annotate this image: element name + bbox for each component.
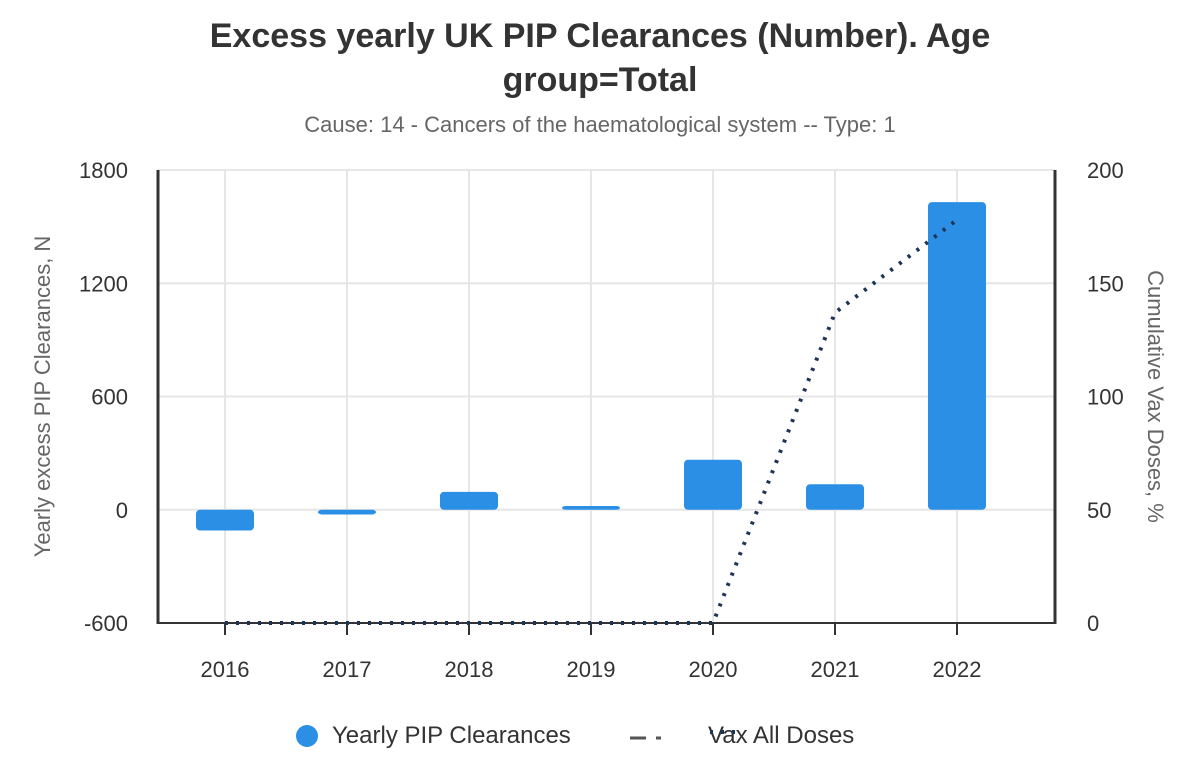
y2-axis-title: Cumulative Vax Doses, % <box>1143 270 1168 523</box>
legend-dotted-line-icon <box>708 722 744 742</box>
x-tick-label: 2019 <box>567 657 616 682</box>
y2-tick-label: 100 <box>1087 385 1124 410</box>
y2-tick-label: 0 <box>1087 611 1099 636</box>
legend-item-pip[interactable]: Yearly PIP Clearances <box>296 722 571 750</box>
x-tick-label: 2020 <box>689 657 738 682</box>
bar-2019 <box>562 506 620 510</box>
y2-tick-label: 200 <box>1087 158 1124 183</box>
grid-lines <box>158 170 1055 623</box>
bar-2016 <box>196 510 254 531</box>
legend-item-vax[interactable]: Vax All Doses <box>708 722 854 750</box>
y-axis-title: Yearly excess PIP Clearances, N <box>30 236 55 558</box>
x-tick-label: 2018 <box>445 657 494 682</box>
y-tick-label: -600 <box>84 611 128 636</box>
axis-labels: 1800 1200 600 0 -600 200 150 100 50 0 2016 2017 2018… <box>30 158 1168 682</box>
bar-2021 <box>806 484 864 509</box>
y-tick-label: 600 <box>91 385 128 410</box>
y-tick-label: 0 <box>116 498 128 523</box>
x-tick-label: 2022 <box>933 657 982 682</box>
y-tick-label: 1200 <box>79 271 128 296</box>
axes <box>158 170 1055 635</box>
bar-2020 <box>684 460 742 510</box>
bar-2017 <box>318 510 376 515</box>
y-tick-label: 1800 <box>79 158 128 183</box>
y2-tick-label: 150 <box>1087 271 1124 296</box>
x-tick-label: 2016 <box>201 657 250 682</box>
x-tick-label: 2017 <box>323 657 372 682</box>
x-tick-label: 2021 <box>811 657 860 682</box>
legend: Yearly PIP Clearances Vax All Doses <box>0 722 1200 758</box>
legend-label-pip: Yearly PIP Clearances <box>332 722 571 750</box>
legend-dot-icon <box>296 725 318 747</box>
bar-2022 <box>928 202 986 510</box>
legend-dashdot-line-icon <box>628 728 668 748</box>
bar-2018 <box>440 492 498 510</box>
y2-tick-label: 50 <box>1087 498 1111 523</box>
